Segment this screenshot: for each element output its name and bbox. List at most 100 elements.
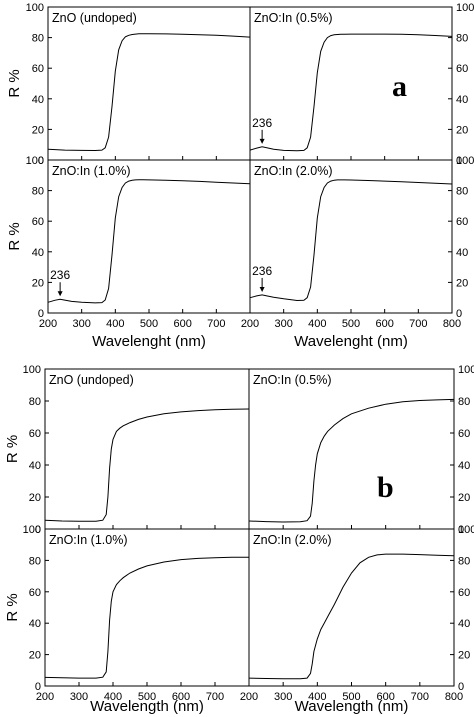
- y-tick-label: 60: [32, 216, 44, 228]
- y-tick-label-right: 80: [456, 33, 468, 45]
- panel-title: ZnO:In (0.5%): [253, 373, 332, 387]
- y-tick-label: 20: [29, 650, 41, 662]
- y-tick-label: 100: [23, 364, 41, 376]
- y-tick-label: 40: [32, 94, 44, 106]
- panel-frame: [44, 368, 250, 530]
- panel-2: ZnO:In (0.5%) 236: [249, 6, 453, 161]
- y-tick-label-right: 0: [456, 308, 462, 320]
- y-tick-label: 40: [29, 460, 41, 472]
- y-tick-label: 20: [29, 492, 41, 504]
- panel-1: ZnO (undoped): [47, 6, 251, 161]
- y-axis-title: R %: [6, 69, 23, 97]
- series-line: [47, 179, 251, 304]
- y-tick-label-right: 40: [458, 460, 470, 472]
- panel-frame: [47, 159, 251, 314]
- panel-4: ZnO:In (2.0%) 236: [249, 159, 453, 314]
- x-tick-label: 300: [70, 691, 88, 703]
- y-tick-label: 40: [32, 247, 44, 259]
- series-line: [44, 556, 249, 679]
- x-tick-label: 200: [36, 691, 54, 703]
- x-axis-title: Wavelenght (nm): [294, 333, 408, 350]
- x-tick-label: 800: [445, 691, 463, 703]
- y-tick-label-right: 80: [458, 555, 470, 567]
- series-line: [249, 179, 453, 302]
- x-tick-label: 400: [106, 318, 124, 330]
- y-tick-label-right: 0: [458, 524, 464, 536]
- annotation-arrowhead: [259, 286, 265, 292]
- x-tick-label: 400: [308, 691, 326, 703]
- x-tick-label: 800: [443, 318, 461, 330]
- y-tick-label-right: 60: [458, 428, 470, 440]
- x-tick-label: 600: [172, 691, 190, 703]
- annotation-label: 236: [252, 264, 272, 278]
- series-line: [248, 553, 455, 680]
- x-tick-label: 700: [206, 691, 224, 703]
- y-tick-label: 80: [32, 33, 44, 45]
- series-line: [47, 33, 251, 152]
- x-tick-label: 600: [376, 691, 394, 703]
- panel-frame: [248, 528, 455, 687]
- panel-title: ZnO (undoped): [52, 11, 137, 25]
- x-tick-label: 500: [342, 691, 360, 703]
- y-tick-label-right: 100: [456, 2, 474, 14]
- x-tick-label: 200: [39, 318, 57, 330]
- x-tick-label: 400: [104, 691, 122, 703]
- panel-title: ZnO (undoped): [49, 373, 134, 387]
- panel-frame: [248, 368, 455, 530]
- panel-4: ZnO:In (2.0%): [248, 528, 455, 687]
- y-tick-label: 0: [35, 524, 41, 536]
- y-tick-label: 80: [29, 396, 41, 408]
- panel-title: ZnO:In (1.0%): [52, 164, 131, 178]
- annotation-arrowhead: [259, 138, 265, 144]
- x-tick-label: 700: [207, 318, 225, 330]
- panel-1: ZnO (undoped): [44, 368, 250, 530]
- y-tick-label-right: 80: [456, 186, 468, 198]
- y-tick-label: 60: [29, 587, 41, 599]
- annotation-label: 236: [252, 116, 272, 130]
- x-tick-label: 300: [274, 318, 292, 330]
- y-tick-label-right: 20: [456, 124, 468, 136]
- panel-3: ZnO:In (1.0%) 236: [47, 159, 251, 314]
- x-tick-label: 200: [240, 691, 258, 703]
- y-axis-title: R %: [4, 435, 21, 463]
- y-tick-label-right: 0: [456, 155, 462, 167]
- y-tick-label: 60: [29, 428, 41, 440]
- y-tick-label: 40: [29, 618, 41, 630]
- y-tick-label-right: 20: [456, 277, 468, 289]
- y-tick-label-right: 40: [456, 94, 468, 106]
- panel-2: ZnO:In (0.5%): [248, 368, 455, 530]
- x-tick-label: 500: [138, 691, 156, 703]
- panel-title: ZnO:In (0.5%): [254, 11, 333, 25]
- series-line: [44, 408, 250, 522]
- y-tick-label: 0: [38, 155, 44, 167]
- y-tick-label: 80: [32, 186, 44, 198]
- y-tick-label: 20: [32, 124, 44, 136]
- series-line: [248, 398, 455, 523]
- y-tick-label: 0: [35, 681, 41, 693]
- x-tick-label: 500: [140, 318, 158, 330]
- series-line: [249, 33, 453, 152]
- y-tick-label: 20: [32, 277, 44, 289]
- figure-label-b: b: [377, 471, 394, 504]
- x-tick-label: 300: [274, 691, 292, 703]
- x-tick-label: 700: [409, 318, 427, 330]
- y-tick-label: 100: [26, 2, 44, 14]
- panel-frame: [47, 6, 251, 161]
- annotation-label: 236: [50, 268, 70, 282]
- y-tick-label-right: 40: [456, 247, 468, 259]
- x-tick-label: 300: [72, 318, 90, 330]
- panel-3: ZnO:In (1.0%): [44, 528, 250, 687]
- annotation-arrowhead: [57, 291, 63, 297]
- y-tick-label-right: 100: [458, 364, 474, 376]
- panel-title: ZnO:In (1.0%): [49, 533, 128, 547]
- y-tick-label: 80: [29, 555, 41, 567]
- panel-title: ZnO:In (2.0%): [253, 533, 332, 547]
- figure-b: ZnO (undoped) ZnO:In (0.5%) ZnO:In (1.0%) Z…: [4, 364, 474, 715]
- y-tick-label-right: 100: [456, 155, 474, 167]
- y-tick-label-right: 60: [458, 587, 470, 599]
- x-tick-label: 400: [308, 318, 326, 330]
- y-tick-label-right: 80: [458, 396, 470, 408]
- y-tick-label: 0: [38, 308, 44, 320]
- x-axis-title: Wavelenght (nm): [92, 333, 206, 350]
